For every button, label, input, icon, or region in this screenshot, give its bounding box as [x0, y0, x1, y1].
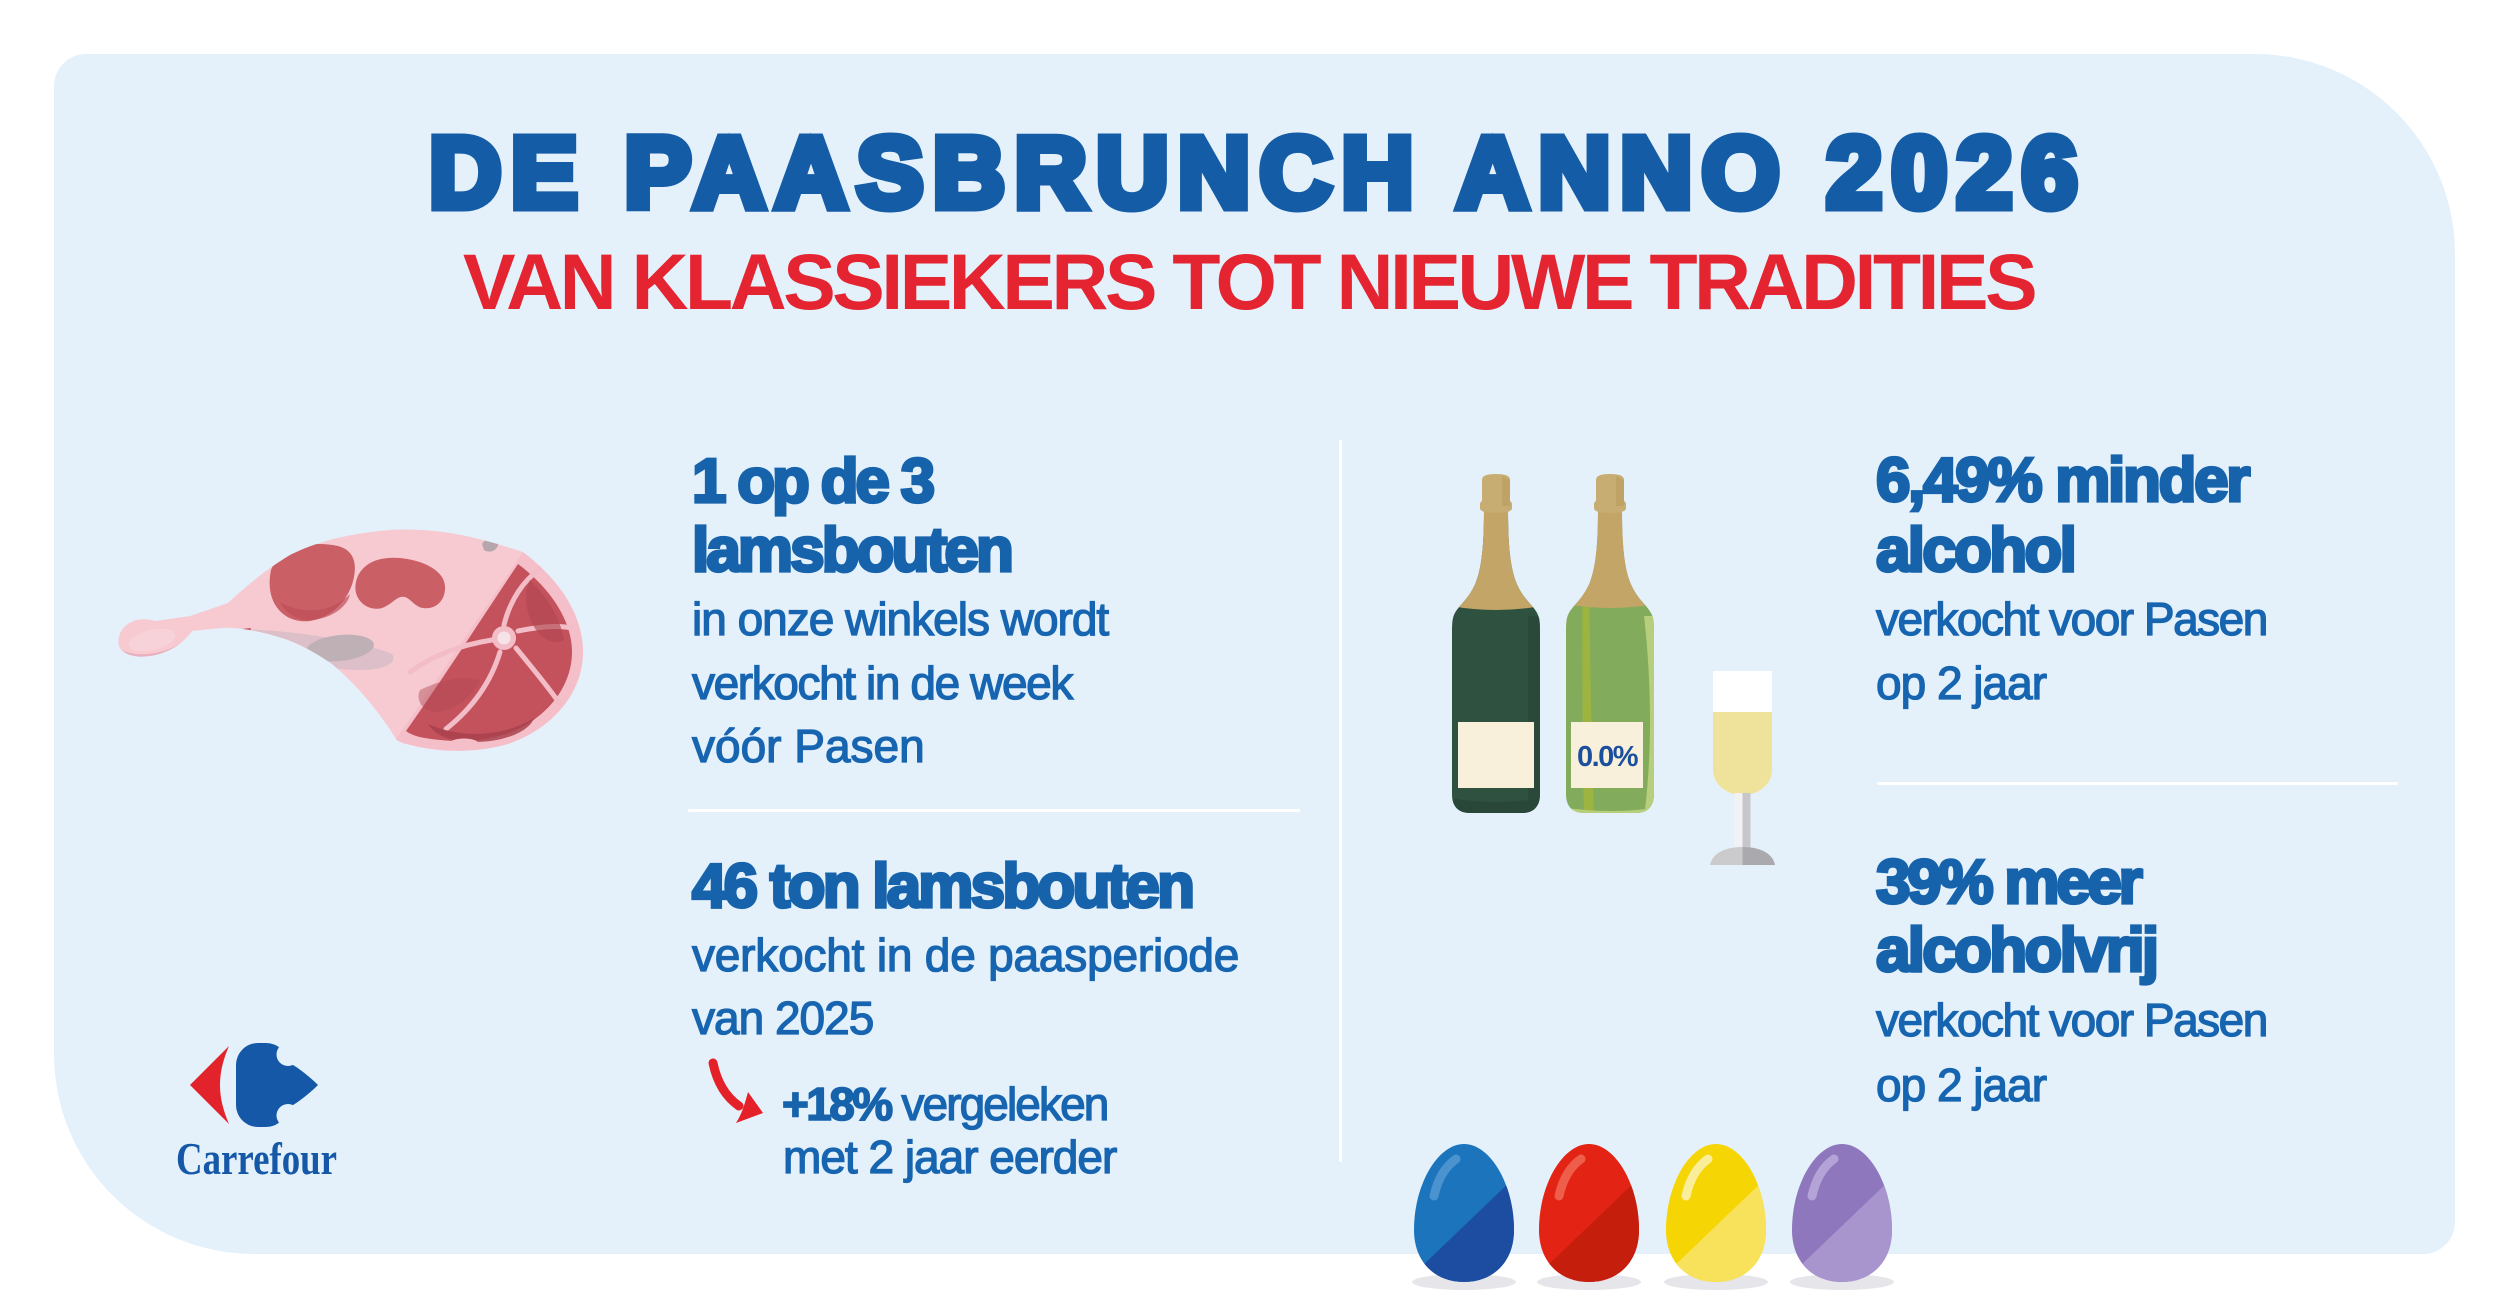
svg-text:0.0%: 0.0% — [1577, 741, 1639, 773]
svg-text:Carrefour: Carrefour — [176, 1133, 337, 1183]
